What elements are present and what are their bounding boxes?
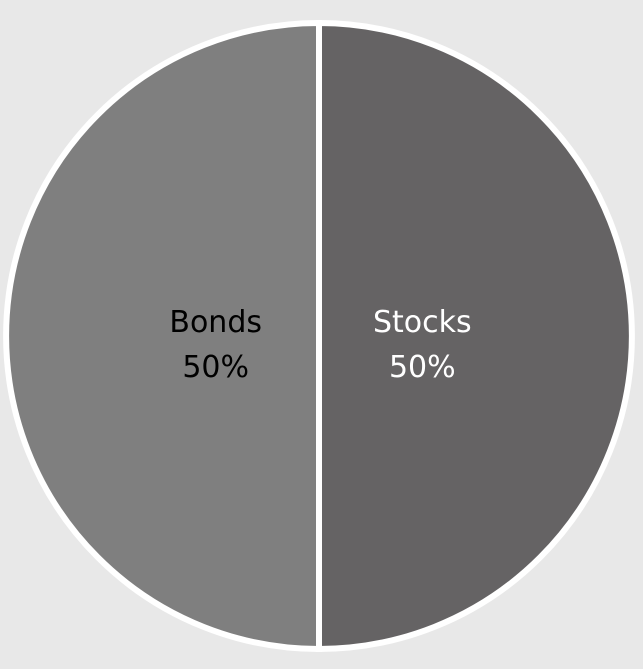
slice-percent-stocks: 50% <box>389 350 456 385</box>
pie-labels: Stocks 50% Bonds 50% <box>169 305 471 385</box>
pie-slice-bonds <box>3 19 322 653</box>
slice-label-stocks: Stocks <box>373 305 472 340</box>
pie-slices <box>3 19 635 653</box>
slice-label-bonds: Bonds <box>169 305 262 340</box>
slice-percent-bonds: 50% <box>182 350 249 385</box>
pie-slice-stocks <box>316 19 635 653</box>
